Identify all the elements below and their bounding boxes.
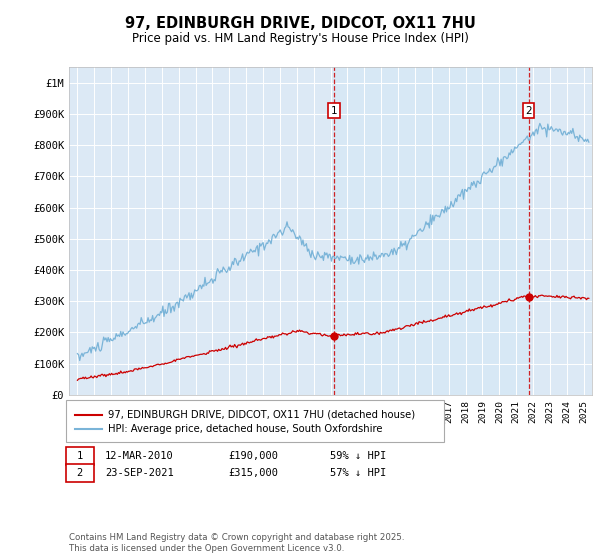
Text: 12-MAR-2010: 12-MAR-2010: [105, 451, 174, 461]
Text: 57% ↓ HPI: 57% ↓ HPI: [330, 468, 386, 478]
Text: 23-SEP-2021: 23-SEP-2021: [105, 468, 174, 478]
Text: Contains HM Land Registry data © Crown copyright and database right 2025.
This d: Contains HM Land Registry data © Crown c…: [69, 533, 404, 553]
Bar: [334, 67, 529, 395]
Text: 59% ↓ HPI: 59% ↓ HPI: [330, 451, 386, 461]
Text: Price paid vs. HM Land Registry's House Price Index (HPI): Price paid vs. HM Land Registry's House …: [131, 32, 469, 45]
Text: £190,000: £190,000: [228, 451, 278, 461]
Text: 2: 2: [77, 468, 83, 478]
Text: HPI: Average price, detached house, South Oxfordshire: HPI: Average price, detached house, Sout…: [108, 424, 383, 435]
Text: 1: 1: [331, 106, 337, 116]
Text: 1: 1: [77, 451, 83, 461]
Text: 2: 2: [525, 106, 532, 116]
Text: 97, EDINBURGH DRIVE, DIDCOT, OX11 7HU: 97, EDINBURGH DRIVE, DIDCOT, OX11 7HU: [125, 16, 475, 31]
Text: £315,000: £315,000: [228, 468, 278, 478]
Text: 97, EDINBURGH DRIVE, DIDCOT, OX11 7HU (detached house): 97, EDINBURGH DRIVE, DIDCOT, OX11 7HU (d…: [108, 410, 415, 420]
